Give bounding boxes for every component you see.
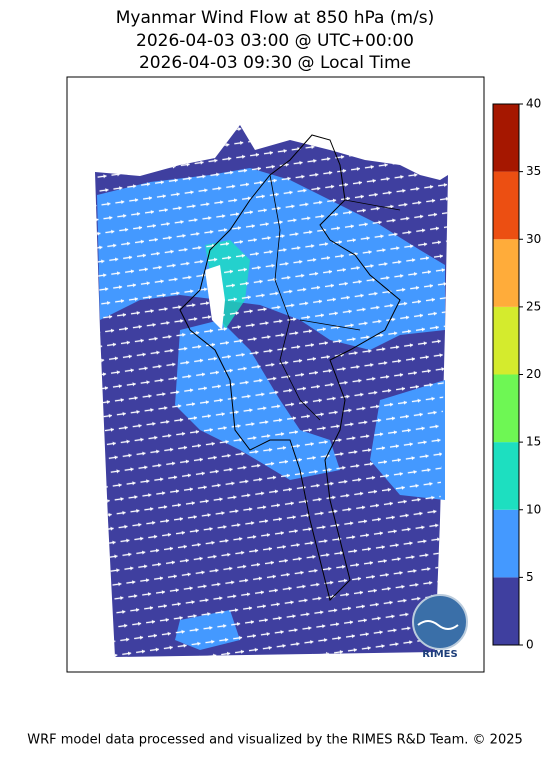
logo: RIMES [412, 594, 468, 660]
country-border [269, 174, 401, 421]
colorbar-tick-label: 15 [526, 435, 541, 449]
colorbar-segment [493, 104, 519, 172]
title-line: 2026-04-03 09:30 @ Local Time [139, 53, 411, 73]
colorbar-segment [493, 509, 519, 578]
colorbar-tick-label: 30 [526, 232, 541, 246]
colorbar-segment [493, 442, 519, 510]
logo-text: RIMES [422, 649, 457, 660]
wind-field [95, 125, 448, 657]
title-line: 2026-04-03 03:00 @ UTC+00:00 [136, 31, 414, 51]
country-border [179, 134, 401, 601]
colorbar-segment [493, 374, 519, 443]
title-line: Myanmar Wind Flow at 850 hPa (m/s) [116, 8, 434, 28]
colorbar-tick-label: 10 [526, 502, 541, 516]
colorbar-tick-label: 0 [526, 638, 534, 652]
land-hole [205, 265, 225, 330]
colorbar-tick-label: 40 [526, 97, 541, 111]
map-frame [66, 76, 485, 673]
colorbar-tick-label: 20 [526, 367, 541, 381]
map: RIMES [95, 125, 468, 660]
colorbar-segment [493, 239, 519, 307]
colorbar-segment [493, 577, 519, 645]
colorbar-tick-label: 35 [526, 164, 541, 178]
colorbar-segment [493, 171, 519, 240]
footer: WRF model data processed and visualized … [27, 733, 523, 748]
colorbar-segment [493, 306, 519, 375]
colorbar-tick-label: 25 [526, 299, 541, 313]
colorbar: 0 5 10 15 20 25 30 35 40 [492, 97, 541, 652]
colorbar-tick-label: 5 [526, 570, 534, 584]
